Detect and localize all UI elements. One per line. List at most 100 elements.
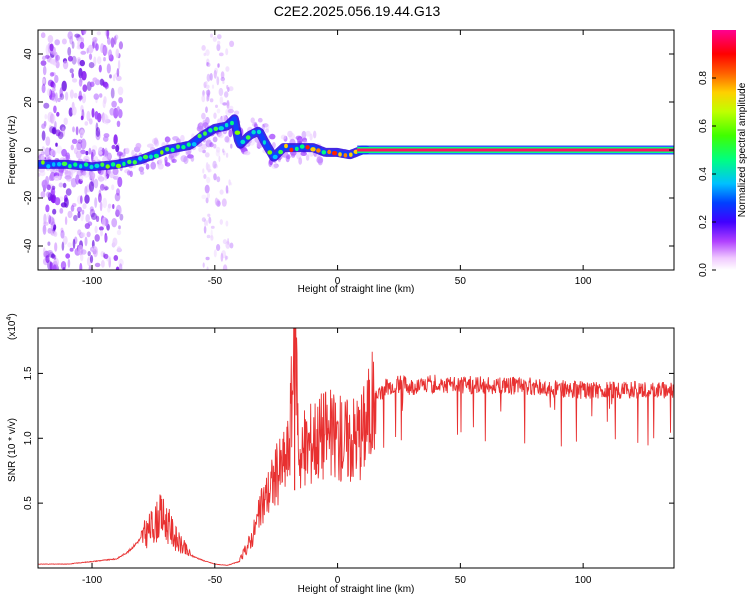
spectrogram-noise-cell [92, 77, 98, 83]
spectrogram-noise-cell [80, 50, 87, 55]
snr-multiplier-exp: 4 [6, 317, 13, 321]
spectrogram-noise-cell [215, 146, 221, 153]
colorbar: 0.0 0.2 0.4 0.6 0.8 Normalized spectral ampl… [698, 30, 748, 277]
spectrogram-noise-cell [41, 123, 46, 129]
spectrogram-noise-cell [205, 106, 208, 113]
spectrogram-noise-cell [104, 186, 109, 191]
spectrogram-noise-cell [88, 118, 93, 125]
spectrogram-ridge-cell [110, 162, 116, 167]
spectrogram-noise-cell [203, 225, 207, 234]
spectrogram-noise-cell [99, 93, 103, 98]
spectrogram-halo-cell [164, 156, 168, 164]
spectrogram-ridge-cell [321, 150, 327, 155]
spectrogram-xlabel: Height of straight line (km) [298, 284, 415, 295]
spectrogram-noise-cell [111, 144, 116, 150]
spectrogram-ridge-cell [349, 152, 353, 157]
spectrogram-halo-cell [283, 151, 288, 157]
spectrogram-noise-cell [95, 215, 100, 222]
spectrogram-noise-cell [202, 168, 205, 174]
spectrogram-noise-cell [88, 53, 93, 60]
spectrogram-noise-cell [81, 209, 85, 215]
spectrogram-halo-cell [91, 149, 96, 157]
spectrogram-noise-cell [95, 97, 98, 104]
spectrogram-noise-cell [58, 182, 64, 188]
snr-y-tick-label: 1.0 [23, 431, 34, 445]
spectrogram-ridge-cell [127, 159, 132, 165]
spectrogram-noise-cell [94, 234, 100, 242]
spectrogram-noise-cell [42, 65, 47, 76]
snr-x-tick-label: 0 [335, 575, 341, 586]
spectrogram-noise-cell [100, 230, 103, 237]
spectrogram-halo-cell [50, 167, 57, 174]
spectrogram-noise-cell [219, 96, 224, 105]
spectrogram-flat-band-core [357, 148, 674, 152]
spectrogram-noise-cell [60, 227, 64, 233]
spectrogram-noise-cell [82, 84, 88, 92]
spectrogram-halo-cell [119, 152, 126, 157]
spectrogram-ridge-cell [41, 160, 45, 165]
spectrogram-noise-cell [55, 54, 60, 62]
spectrogram-noise-cell [115, 266, 120, 270]
spectrogram-noise-cell [53, 254, 57, 260]
figure-title: C2E2.2025.056.19.44.G13 [274, 3, 441, 19]
colorbar-tick-label: 0.2 [698, 215, 709, 229]
spectrogram-noise-cell [86, 231, 91, 238]
snr-y-ticks: 0.5 1.0 1.5 [23, 366, 674, 510]
spectrogram-ridge-cell [61, 161, 68, 166]
spectrogram-noise-cell [225, 185, 229, 194]
spectrogram-noise-cell [42, 78, 46, 84]
spectrogram-noise-cell [211, 84, 215, 89]
spectrogram-halo-cell [244, 151, 251, 156]
spectrogram-noise-cell [94, 197, 98, 209]
spectrogram-noise-cell [102, 44, 106, 55]
spectrogram-ridge-cell [284, 143, 288, 149]
spectrogram-ridge-cell [122, 161, 126, 167]
spectrogram-noise-cell [203, 52, 207, 57]
spectrogram-noise-cell [43, 221, 49, 226]
spectrogram-halo-cell [104, 147, 108, 156]
spectrogram-noise-cell [116, 229, 122, 236]
spectrogram-noise-cell [203, 174, 207, 179]
spectrogram-noise-cell [51, 185, 56, 190]
spectrogram-noise-cell [204, 152, 210, 158]
spectrogram-noise-cell [40, 191, 46, 198]
spectrogram-noise-cell [119, 213, 124, 221]
spectrogram-noise-cell [216, 43, 221, 52]
spectrogram-halo-cell [152, 138, 158, 145]
spectrogram-ridge-cell [343, 153, 348, 158]
spectrogram-noise-cell [56, 111, 60, 117]
spectrogram-ridge-cell [299, 144, 305, 149]
spectrogram-noise-cell [87, 251, 91, 257]
spectrogram-halo-cell [64, 170, 72, 177]
spectrogram-ridge-cell [310, 147, 316, 152]
spectrogram-halo-cell [166, 137, 171, 142]
spectrogram-noise-cell [67, 46, 72, 56]
spectrogram-noise-cell [113, 134, 118, 145]
spectrogram-noise-cell [62, 182, 67, 188]
spectrogram-halo-cell [196, 125, 204, 132]
spectrogram-halo-cell [250, 117, 255, 124]
spectrogram-noise-cell [103, 46, 109, 56]
spectrogram-noise-cell [47, 241, 51, 246]
spectrogram-halo-cell [176, 138, 181, 145]
spectrogram-halo-cell [157, 163, 164, 170]
spectrogram-halo-cell [268, 159, 273, 167]
spectrogram-noise-cell [117, 86, 124, 96]
spectrogram-noise-cell [206, 73, 211, 82]
spectrogram-ridge-cell [149, 154, 153, 159]
spectrogram-noise-cell [202, 90, 205, 97]
spectrogram-noise-cell [61, 80, 67, 92]
spectrogram-ridge-cell [197, 133, 202, 139]
spectrogram-noise-cell [222, 102, 228, 106]
spectrogram-noise-cell [110, 37, 115, 48]
spectrogram-noise-cell [118, 225, 121, 230]
spectrogram-noise-cell [108, 49, 113, 59]
spectrogram-noise-cell [82, 203, 87, 210]
spectrogram-noise-cell [222, 148, 225, 153]
spectrogram-marks [38, 30, 674, 270]
spectrogram-noise-cell [75, 126, 79, 136]
spectrogram-noise-cell [80, 138, 87, 150]
spectrogram-ridge-cell [181, 145, 186, 150]
spectrogram-halo-cell [131, 149, 135, 157]
spectrogram-noise-cell [77, 211, 81, 219]
